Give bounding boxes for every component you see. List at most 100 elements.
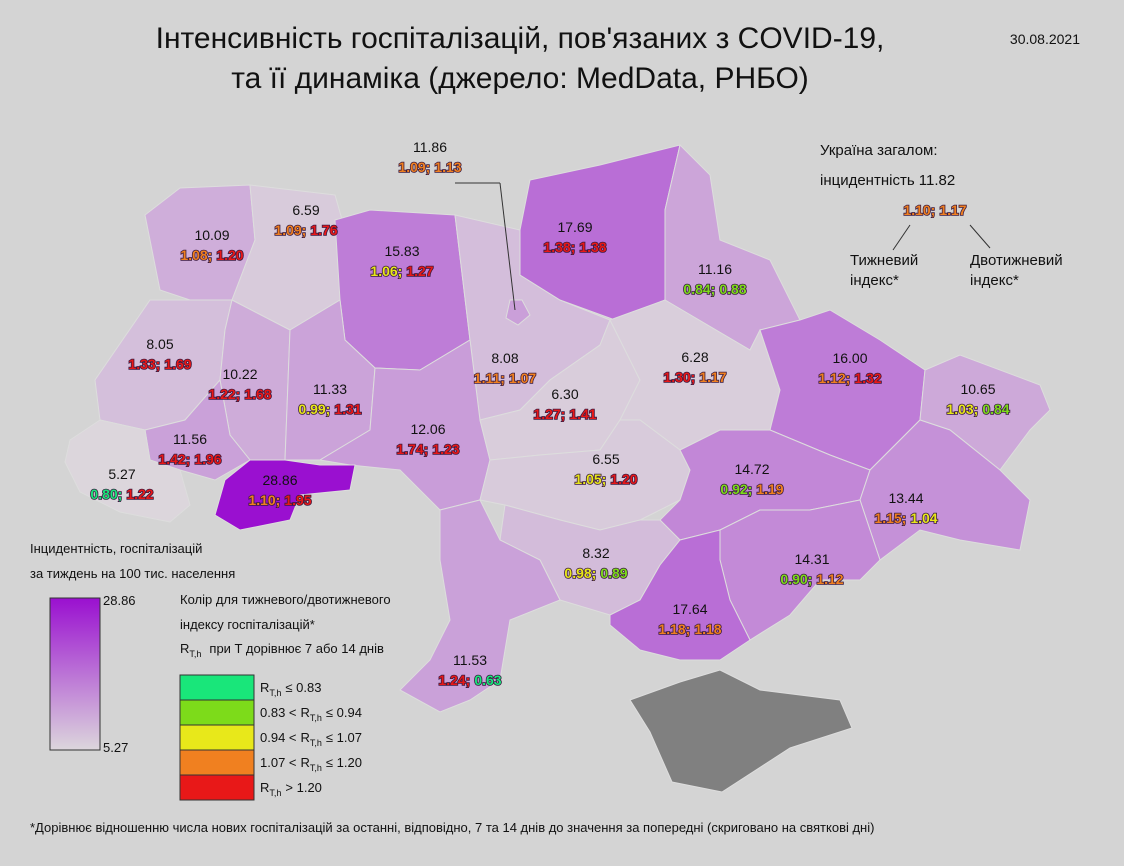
index-legend-note: RT,h при T дорівнює 7 або 14 днів bbox=[180, 641, 384, 659]
color-swatch bbox=[179, 699, 255, 726]
separator: ; bbox=[602, 471, 607, 487]
separator: ; bbox=[276, 492, 281, 508]
biweekly-index: 1.17 bbox=[699, 369, 726, 385]
incidence: 10.65 bbox=[960, 381, 995, 397]
weekly-index: 1.42 bbox=[158, 451, 185, 467]
weekly-index: 1.24 bbox=[438, 672, 465, 688]
region bbox=[719, 499, 881, 641]
weekly-index: 1.10 bbox=[903, 202, 930, 218]
incidence: 11.16 bbox=[698, 261, 732, 277]
subscript: T,h bbox=[269, 788, 281, 798]
legend-item: RT,h ≤ 0.83 bbox=[260, 680, 321, 698]
subscript: T,h bbox=[269, 688, 281, 698]
separator: ; bbox=[326, 401, 331, 417]
incidence: 6.30 bbox=[551, 386, 578, 402]
bound: ≤ 1.07 bbox=[326, 730, 362, 745]
incidence: 10.22 bbox=[222, 366, 257, 382]
legend-item: RT,h > 1.20 bbox=[260, 780, 322, 798]
separator: ; bbox=[466, 672, 471, 688]
weekly-index: 1.05 bbox=[574, 471, 601, 487]
incidence: 16.00 bbox=[832, 350, 867, 366]
indices: 0.80; 1.22 bbox=[90, 486, 153, 502]
bound: > 1.20 bbox=[285, 780, 322, 795]
indices: 1.03; 0.84 bbox=[946, 401, 1009, 417]
indices: 1.74; 1.23 bbox=[396, 441, 459, 457]
bound: ≤ 0.94 bbox=[326, 705, 362, 720]
weekly-index: 1.38 bbox=[543, 239, 570, 255]
indices: 0.98; 0.89 bbox=[564, 565, 627, 581]
incidence: 15.83 bbox=[384, 243, 419, 259]
indices: 1.11; 1.07 bbox=[474, 370, 537, 386]
weekly-index: 1.27 bbox=[533, 406, 560, 422]
scale-bar bbox=[49, 597, 101, 751]
biweekly-index: 1.41 bbox=[569, 406, 596, 422]
indices: 1.30; 1.17 bbox=[663, 369, 726, 385]
incidence: 11.33 bbox=[313, 381, 347, 397]
weekly-index: 1.18 bbox=[658, 621, 685, 637]
weekly-index: 1.03 bbox=[946, 401, 973, 417]
weekly-index: 1.33 bbox=[128, 356, 155, 372]
biweekly-index: 1.18 bbox=[694, 621, 721, 637]
total-heading: Україна загалом: bbox=[820, 142, 938, 159]
biweekly-index: 1.19 bbox=[756, 481, 783, 497]
footnote: *Дорівнює відношенню числа нових госпіта… bbox=[30, 820, 874, 835]
date: 30.08.2021 bbox=[1010, 31, 1080, 47]
biweekly-index: 0.89 bbox=[600, 565, 627, 581]
indices: 1.10; 1.95 bbox=[248, 492, 311, 508]
biweekly-index: 0.84 bbox=[982, 401, 1009, 417]
weekly-index: 1.30 bbox=[663, 369, 690, 385]
region bbox=[399, 499, 561, 713]
separator: ; bbox=[846, 370, 851, 386]
biweekly-index: 1.27 bbox=[406, 263, 433, 279]
separator: ; bbox=[808, 571, 813, 587]
incidence: 11.53 bbox=[453, 652, 487, 668]
indices: 1.15; 1.04 bbox=[874, 510, 937, 526]
color-swatch bbox=[179, 749, 255, 776]
bound: 1.07 < bbox=[260, 755, 297, 770]
incidence: 8.08 bbox=[491, 350, 518, 366]
title: Інтенсивність госпіталізацій, пов'язаних… bbox=[156, 22, 885, 55]
indices: 1.12; 1.32 bbox=[818, 370, 881, 386]
indices: 1.38; 1.38 bbox=[543, 239, 606, 255]
weekly-index: 1.10 bbox=[248, 492, 275, 508]
biweekly-index: 1.13 bbox=[434, 159, 461, 175]
incidence: 17.69 bbox=[557, 219, 592, 235]
separator: ; bbox=[500, 370, 505, 386]
incidence: 10.09 bbox=[194, 227, 229, 243]
subscript: T,h bbox=[310, 763, 322, 773]
incidence: 13.44 bbox=[888, 490, 923, 506]
region bbox=[334, 209, 471, 371]
separator: ; bbox=[711, 281, 716, 297]
biweekly-index: 1.17 bbox=[939, 202, 966, 218]
biweekly-index: 1.69 bbox=[164, 356, 191, 372]
biweekly-index: 1.20 bbox=[216, 247, 243, 263]
biweekly-index: 1.12 bbox=[816, 571, 843, 587]
weekly-index: 1.22 bbox=[208, 386, 235, 402]
separator: ; bbox=[426, 159, 431, 175]
scale-title: Інцидентність, госпіталізацій bbox=[30, 541, 202, 556]
incidence: 6.59 bbox=[292, 202, 319, 218]
incidence: 14.72 bbox=[734, 461, 769, 477]
separator: ; bbox=[691, 369, 696, 385]
indices: 1.33; 1.69 bbox=[128, 356, 191, 372]
legend-item: 0.94 < RT,h ≤ 1.07 bbox=[260, 730, 362, 748]
weekly-label: індекс* bbox=[850, 272, 899, 289]
indices: 1.09; 1.76 bbox=[274, 222, 337, 238]
separator: ; bbox=[561, 406, 566, 422]
biweekly-index: 1.22 bbox=[126, 486, 153, 502]
indices: 1.42; 1.96 bbox=[158, 451, 221, 467]
legend-item: 0.83 < RT,h ≤ 0.94 bbox=[260, 705, 362, 723]
biweekly-index: 1.31 bbox=[334, 401, 361, 417]
incidence: 8.05 bbox=[146, 336, 173, 352]
weekly-index: 0.92 bbox=[720, 481, 747, 497]
biweekly-index: 1.96 bbox=[194, 451, 221, 467]
indices: 0.84; 0.88 bbox=[683, 281, 746, 297]
separator: ; bbox=[398, 263, 403, 279]
separator: ; bbox=[156, 356, 161, 372]
biweekly-index: 1.04 bbox=[910, 510, 937, 526]
weekly-label: Тижневий bbox=[850, 252, 918, 269]
bound: ≤ 0.83 bbox=[285, 680, 321, 695]
separator: ; bbox=[931, 202, 936, 218]
color-swatch bbox=[179, 724, 255, 751]
indices: 1.05; 1.20 bbox=[574, 471, 637, 487]
